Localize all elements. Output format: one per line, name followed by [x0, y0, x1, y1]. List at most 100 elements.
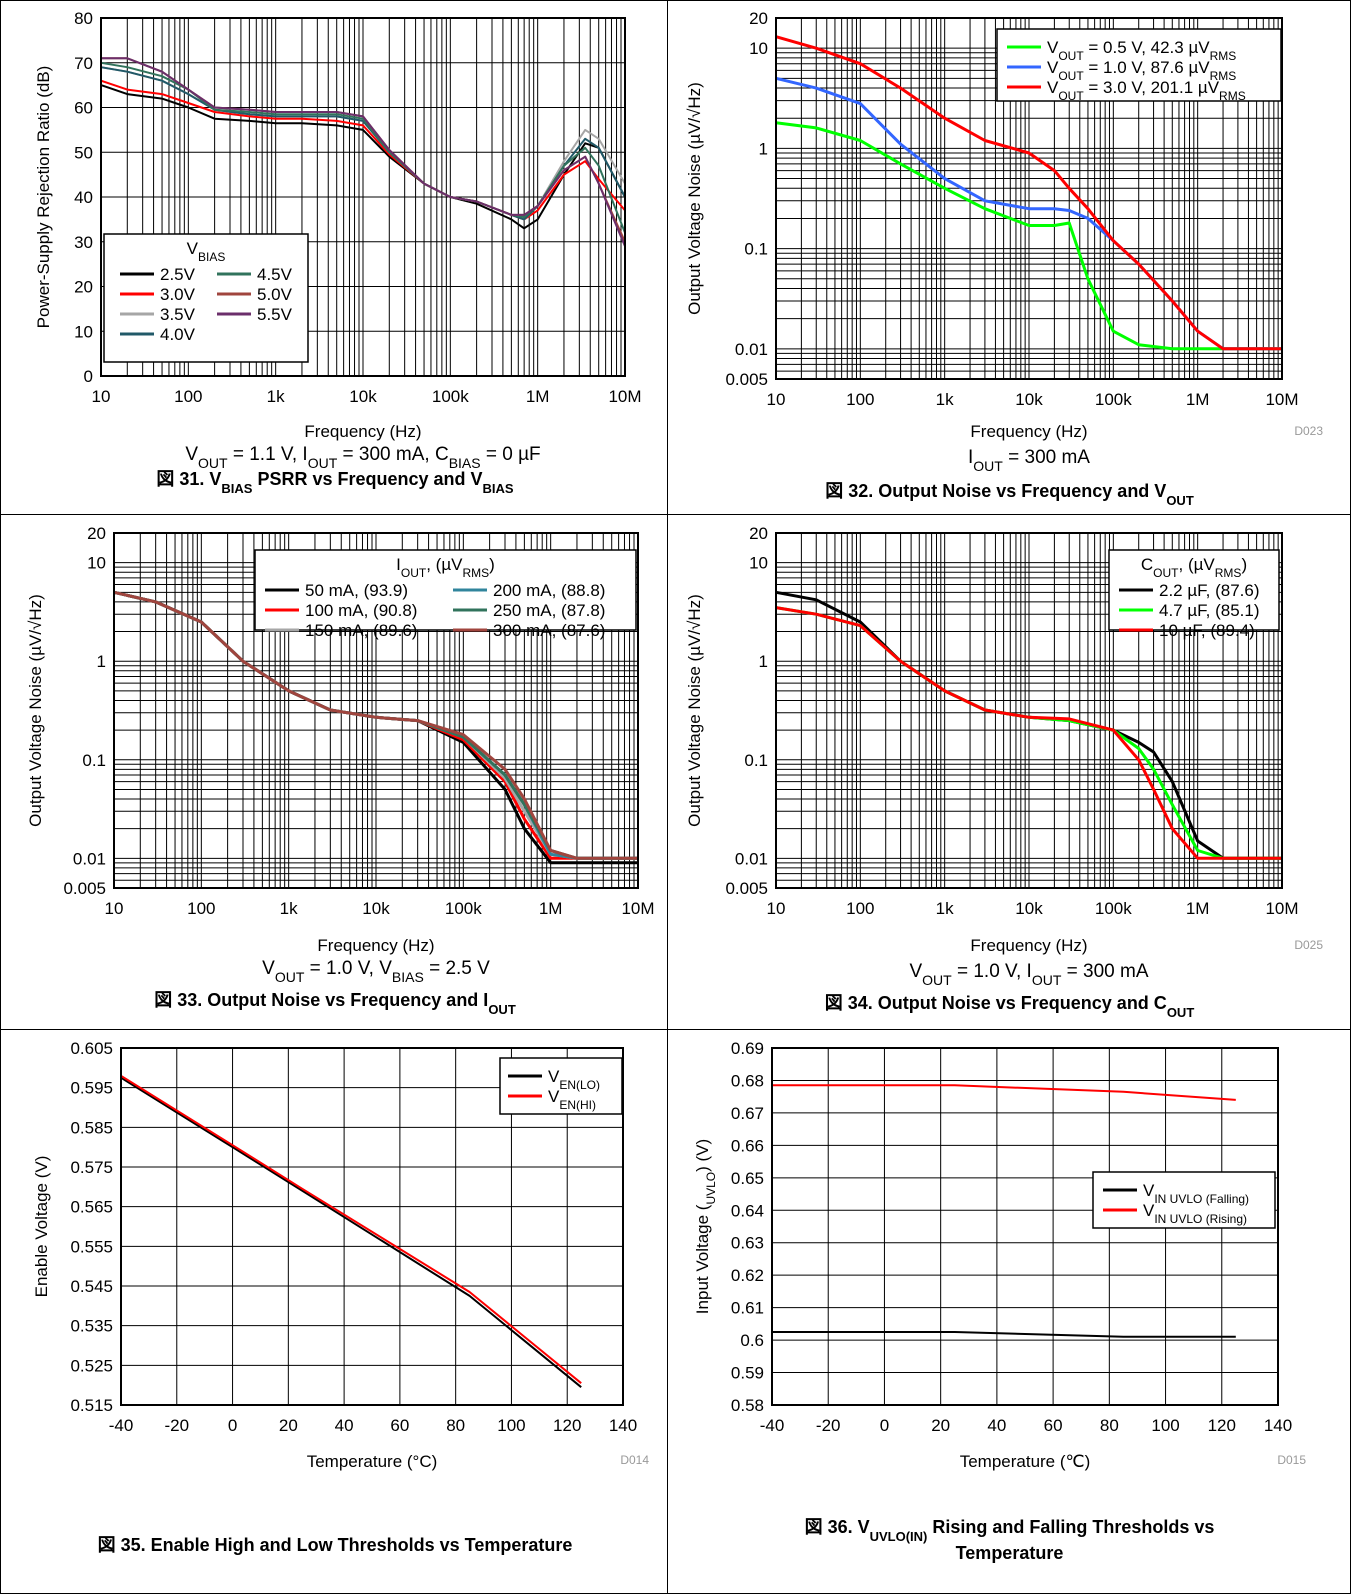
legend-label: VEN(LO): [548, 1067, 600, 1092]
y-tick-label: 0.1: [744, 751, 768, 770]
chart-svg: 10 100 1k 10k 100k 1M 10M 0.005 0.01 0.1 1 10 20 Freq…: [685, 524, 1323, 1020]
y-axis-label: Output Voltage Noise (µV/√Hz): [685, 82, 704, 315]
x-tick-label: -40: [109, 1416, 134, 1435]
figure-caption: 図 34. Output Noise vs Frequency and COUT: [825, 993, 1195, 1020]
y-tick-label: 1: [759, 652, 768, 671]
x-tick-label: 140: [1264, 1416, 1292, 1435]
x-tick-label: 1M: [539, 899, 563, 918]
x-tick-label: 20: [931, 1416, 950, 1435]
x-tick-label: 1M: [526, 387, 550, 406]
legend: COUT, (µVRMS)2.2 µF, (87.6)4.7 µF, (85.1…: [1108, 549, 1280, 640]
figure-caption: 図 33. Output Noise vs Frequency and IOUT: [154, 990, 516, 1017]
y-tick-label: 10: [749, 39, 768, 58]
plot-frame: [775, 532, 1283, 889]
y-tick-label: 0.64: [731, 1201, 764, 1220]
x-tick-label: 0: [880, 1416, 889, 1435]
chart-panel-fig34: 10 100 1k 10k 100k 1M 10M 0.005 0.01 0.1 1 10 20 Freq…: [668, 515, 1351, 1030]
y-tick-label: 40: [74, 188, 93, 207]
figure-code: D025: [1294, 938, 1323, 952]
legend-label: VIN UVLO (Falling): [1143, 1181, 1249, 1206]
y-tick-label: 0.1: [82, 751, 106, 770]
x-tick-label: 10k: [349, 387, 377, 406]
y-tick-label: 0.69: [731, 1039, 764, 1058]
series-line-1: [120, 1076, 582, 1388]
legend-label: 2.5V: [160, 265, 196, 284]
chart-svg: -40 -20 0 20 40 60 80 100 120 140 0.58 0.59 0.6 0.61 0…: [693, 1039, 1306, 1563]
figure-caption-line2: Temperature: [956, 1543, 1064, 1563]
y-tick-label: 0.01: [735, 849, 768, 868]
y-tick-label: 0.6: [740, 1331, 764, 1350]
x-tick-label: 1k: [267, 387, 285, 406]
legend-box: [1092, 1171, 1276, 1229]
legend-label: 100 mA, (90.8): [305, 601, 417, 620]
y-axis-label: Enable Voltage (V): [32, 1156, 51, 1298]
y-tick-label: 20: [74, 278, 93, 297]
chart-panel-fig36: -40 -20 0 20 40 60 80 100 120 140 0.58 0.59 0.6 0.61 0…: [668, 1030, 1351, 1594]
chart-panel-fig35: -40 -20 0 20 40 60 80 100 120 140 0.515 0.525 0.535 0…: [0, 1030, 668, 1594]
x-tick-label: 10M: [608, 387, 641, 406]
series-line-2: [120, 1074, 582, 1384]
conditions-text: IOUT = 300 mA: [968, 447, 1090, 474]
y-tick-label: 0.58: [731, 1396, 764, 1415]
legend-label: VOUT = 1.0 V, 87.6 µVRMS: [1047, 58, 1236, 83]
x-tick-label: 140: [609, 1416, 637, 1435]
y-tick-label: 0: [84, 367, 93, 386]
y-tick-label: 0.59: [731, 1364, 764, 1383]
y-tick-label: 0.515: [70, 1396, 113, 1415]
x-tick-label: 100: [846, 899, 874, 918]
y-tick-label: 80: [74, 9, 93, 28]
legend-label: 4.7 µF, (85.1): [1159, 601, 1260, 620]
y-tick-label: 0.1: [744, 240, 768, 259]
y-axis-label: Output Voltage Noise (µV/√Hz): [685, 594, 704, 827]
x-tick-label: 10M: [1265, 390, 1298, 409]
y-tick-label: 0.555: [70, 1237, 113, 1256]
chart-svg: 10 100 1k 10k 100k 1M 10M 0.005 0.01 0.1 1 10 20 Freq…: [26, 524, 655, 1017]
x-tick-label: 10: [105, 899, 124, 918]
y-tick-label: 10: [74, 322, 93, 341]
x-tick-label: 100: [174, 387, 202, 406]
legend-title: VBIAS: [187, 239, 226, 264]
y-tick-label: 0.595: [70, 1079, 113, 1098]
x-tick-label: 120: [553, 1416, 581, 1435]
legend-label: 4.0V: [160, 325, 196, 344]
series-line-1: [100, 84, 626, 230]
x-tick-label: 120: [1208, 1416, 1236, 1435]
x-tick-label: 1M: [1186, 899, 1210, 918]
plot-frame: [120, 1047, 624, 1406]
chart-svg: 10 100 1k 10k 100k 1M 10M 0.005 0.01 0.1 1 10 20 Freq…: [685, 9, 1323, 508]
legend-label: 300 mA, (87.6): [493, 621, 605, 640]
y-tick-label: 60: [74, 99, 93, 118]
y-tick-label: 50: [74, 143, 93, 162]
y-axis-label: Power-Supply Rejection Ratio (dB): [34, 66, 53, 329]
legend-label: 2.2 µF, (87.6): [1159, 581, 1260, 600]
x-tick-label: 60: [390, 1416, 409, 1435]
x-tick-label: 60: [1044, 1416, 1063, 1435]
x-tick-label: 1k: [936, 390, 954, 409]
legend-label: 150 mA, (89.6): [305, 621, 417, 640]
y-tick-label: 70: [74, 54, 93, 73]
plot-frame: [113, 532, 639, 889]
y-tick-label: 10: [87, 554, 106, 573]
y-tick-label: 0.575: [70, 1158, 113, 1177]
x-tick-label: 100k: [445, 899, 482, 918]
x-tick-label: 10: [767, 390, 786, 409]
legend: VIN UVLO (Falling)VIN UVLO (Rising): [1092, 1171, 1276, 1229]
x-tick-label: 100: [846, 390, 874, 409]
legend-label: 3.5V: [160, 305, 196, 324]
series-line-3: [775, 606, 1282, 860]
y-tick-label: 0.565: [70, 1198, 113, 1217]
y-tick-label: 0.01: [735, 340, 768, 359]
x-tick-label: 10k: [1015, 390, 1043, 409]
figure-code: D015: [1277, 1453, 1306, 1467]
chart-svg: -40 -20 0 20 40 60 80 100 120 140 0.515 0.525 0.535 0…: [32, 1039, 649, 1555]
x-tick-label: -20: [816, 1416, 841, 1435]
y-tick-label: 0.68: [731, 1071, 764, 1090]
y-tick-label: 1: [97, 652, 106, 671]
x-tick-label: 100k: [1095, 390, 1132, 409]
y-tick-label: 0.585: [70, 1118, 113, 1137]
x-tick-label: 10k: [362, 899, 390, 918]
legend-label: 4.5V: [257, 265, 293, 284]
figure-caption: 図 31. VBIAS PSRR vs Frequency and VBIAS: [156, 469, 514, 496]
